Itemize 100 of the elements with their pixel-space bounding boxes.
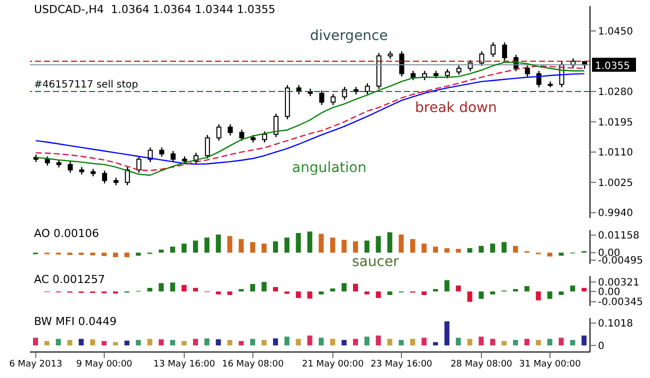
- bar: [410, 239, 416, 253]
- candlestick: [159, 146, 164, 158]
- bar: [193, 240, 198, 253]
- candlestick: [364, 82, 370, 95]
- bar: [582, 288, 587, 292]
- bar: [262, 340, 267, 346]
- candlestick: [524, 64, 530, 78]
- bar: [330, 288, 336, 292]
- annotation: divergence: [310, 28, 388, 44]
- bar: [342, 240, 347, 253]
- candlestick: [204, 134, 210, 160]
- x-tick-label: 21 May 00:00: [302, 359, 364, 370]
- bar: [444, 321, 450, 346]
- bar: [467, 248, 472, 253]
- candlestick: [502, 42, 508, 62]
- candlestick: [44, 156, 50, 166]
- bar: [193, 288, 198, 292]
- bar: [558, 338, 564, 346]
- candlestick: [136, 156, 142, 174]
- bar: [387, 338, 392, 346]
- bar: [456, 338, 461, 346]
- bar: [330, 338, 336, 346]
- bar: [456, 286, 461, 292]
- bar: [136, 252, 141, 256]
- bar: [478, 291, 484, 299]
- bar: [113, 252, 118, 258]
- bar: [422, 244, 427, 253]
- candlestick: [479, 50, 484, 66]
- bar: [376, 336, 381, 346]
- bar: [102, 252, 107, 256]
- bar: [296, 338, 301, 346]
- bar: [238, 341, 244, 346]
- bar: [124, 340, 130, 346]
- candlestick: [274, 113, 278, 138]
- bar: [182, 244, 187, 253]
- candlestick: [239, 129, 244, 142]
- bar: [376, 236, 381, 253]
- chart-title: USDCAD-,H4 1.0364 1.0364 1.0344 1.0355: [34, 3, 276, 16]
- candlestick: [170, 150, 176, 163]
- candlestick: [216, 124, 222, 142]
- bar: [547, 291, 552, 299]
- bar: [502, 341, 507, 346]
- bar: [387, 291, 392, 296]
- bar: [478, 246, 484, 253]
- bar: [490, 291, 496, 294]
- bar: [227, 291, 232, 296]
- bar: [398, 234, 404, 253]
- candlestick: [319, 90, 324, 106]
- candlestick: [262, 130, 268, 144]
- annotation: saucer: [352, 254, 399, 270]
- bar: [478, 336, 484, 346]
- bar: [147, 288, 152, 292]
- bar: [90, 252, 96, 256]
- x-tick-label: 16 May 08:00: [222, 359, 284, 370]
- bar: [536, 291, 541, 300]
- bar: [102, 341, 107, 346]
- x-tick-label: 23 May 16:00: [370, 359, 433, 370]
- bar: [204, 338, 210, 346]
- ref-line-label: #46157117 sell stop: [34, 80, 138, 91]
- bar: [262, 282, 267, 292]
- bar: [353, 241, 358, 253]
- bar: [444, 248, 450, 253]
- bar: [364, 240, 370, 253]
- annotation: angulation: [292, 160, 366, 176]
- candlestick: [444, 68, 450, 79]
- bar: [273, 241, 278, 253]
- bar: [353, 338, 358, 346]
- bar: [376, 291, 381, 298]
- chart-title: AO 0.00106: [34, 227, 99, 240]
- candlestick: [330, 93, 336, 106]
- bar: [490, 244, 496, 253]
- bar: [330, 238, 336, 253]
- chart-title: AC 0.001257: [34, 273, 105, 286]
- bar: [158, 283, 164, 292]
- bar: [353, 284, 358, 292]
- candlestick: [410, 70, 416, 81]
- y-tick-label: 1.0110: [598, 148, 633, 159]
- bar: [422, 291, 427, 296]
- annotation: break down: [415, 100, 497, 116]
- bar: [262, 244, 267, 253]
- bar: [433, 246, 438, 253]
- candlestick: [399, 50, 404, 78]
- bar: [570, 286, 576, 292]
- bar: [558, 291, 564, 296]
- x-tick-label: 13 May 16:00: [153, 359, 216, 370]
- bar: [216, 291, 221, 294]
- candlestick: [228, 124, 233, 136]
- bar: [182, 341, 187, 346]
- y-tick-label: 1.0025: [598, 178, 633, 189]
- bar: [158, 250, 164, 253]
- bar: [158, 339, 164, 346]
- bar: [170, 340, 176, 346]
- bar: [513, 340, 518, 346]
- y-tick-label: 0.9940: [598, 208, 633, 220]
- candlestick: [456, 64, 462, 76]
- bar: [284, 238, 290, 253]
- bar: [364, 291, 370, 294]
- candlestick: [68, 161, 73, 174]
- bar: [67, 340, 72, 346]
- x-tick-label: 6 May 2013: [9, 359, 62, 370]
